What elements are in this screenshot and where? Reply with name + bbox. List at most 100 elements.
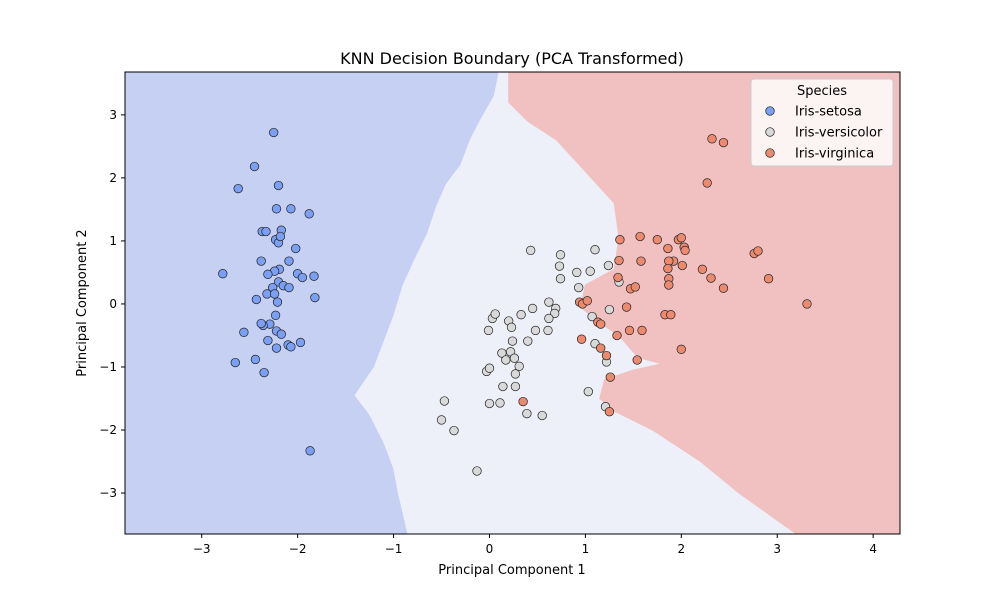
point-iris-versicolor <box>436 415 447 425</box>
point-iris-virginica <box>706 273 716 283</box>
x-axis-label: Principal Component 1 <box>438 563 585 578</box>
point-iris-virginica <box>605 372 615 382</box>
point-iris-virginica <box>635 231 645 242</box>
point-iris-virginica <box>676 233 686 243</box>
point-iris-virginica <box>677 260 687 271</box>
point-iris-versicolor <box>484 398 495 409</box>
point-iris-setosa <box>272 297 283 307</box>
point-iris-setosa <box>297 272 308 283</box>
point-iris-versicolor <box>544 313 554 324</box>
y-tick-label: −3 <box>99 486 117 500</box>
x-tick-label: −3 <box>193 542 211 556</box>
point-iris-virginica <box>763 274 774 284</box>
point-iris-versicolor <box>543 325 553 336</box>
point-iris-virginica <box>576 334 587 344</box>
point-iris-setosa <box>233 183 243 194</box>
point-iris-versicolor <box>514 361 524 371</box>
legend-marker-iris-virginica <box>765 148 775 158</box>
point-iris-versicolor <box>530 325 541 336</box>
chart-title: KNN Decision Boundary (PCA Transformed) <box>340 49 684 68</box>
point-iris-virginica <box>613 272 623 283</box>
point-iris-versicolor <box>523 336 533 346</box>
point-iris-setosa <box>259 367 269 378</box>
point-iris-virginica <box>636 256 646 266</box>
point-iris-versicolor <box>498 381 508 392</box>
point-iris-versicolor <box>527 303 538 314</box>
y-tick-label: 0 <box>109 297 117 311</box>
point-iris-virginica <box>666 310 676 320</box>
point-iris-versicolor <box>554 261 565 271</box>
legend-marker-iris-versicolor <box>765 127 775 137</box>
point-iris-virginica <box>630 282 640 292</box>
point-iris-virginica <box>702 178 712 188</box>
point-iris-virginica <box>663 263 673 274</box>
x-tick-label: 4 <box>869 542 877 556</box>
point-iris-setosa <box>218 269 228 279</box>
point-iris-virginica <box>802 299 812 309</box>
point-iris-setosa <box>275 231 286 242</box>
point-iris-versicolor <box>490 309 500 319</box>
point-iris-versicolor <box>506 322 517 332</box>
point-iris-virginica <box>601 350 612 361</box>
point-iris-setosa <box>256 256 266 266</box>
point-iris-versicolor <box>603 260 614 271</box>
point-iris-setosa <box>271 343 282 353</box>
point-iris-setosa <box>271 204 282 214</box>
point-iris-virginica <box>614 255 624 266</box>
point-iris-versicolor <box>585 266 595 276</box>
point-iris-virginica <box>663 243 673 254</box>
point-iris-setosa <box>239 327 249 337</box>
point-iris-versicolor <box>537 410 547 421</box>
point-iris-virginica <box>718 283 729 293</box>
point-iris-versicolor <box>472 466 482 476</box>
point-iris-versicolor <box>509 353 520 363</box>
point-iris-versicolor <box>495 398 505 408</box>
y-tick-label: 1 <box>109 234 117 248</box>
x-tick-label: 1 <box>582 542 590 556</box>
x-axis-ticks: −3 −2 −1 0 1 2 3 4 <box>193 534 877 556</box>
point-iris-virginica <box>652 235 662 245</box>
point-iris-versicolor <box>439 396 450 406</box>
point-iris-setosa <box>305 446 315 456</box>
point-iris-virginica <box>604 407 615 417</box>
point-iris-versicolor <box>555 274 566 284</box>
x-tick-label: −1 <box>385 542 403 556</box>
point-iris-virginica <box>624 325 635 336</box>
y-tick-label: 2 <box>109 171 117 185</box>
point-iris-virginica <box>680 245 690 256</box>
point-iris-virginica <box>621 302 632 312</box>
point-iris-virginica <box>707 134 717 144</box>
point-iris-virginica <box>596 343 606 353</box>
point-iris-setosa <box>263 269 273 279</box>
legend-label-iris-versicolor: Iris-versicolor <box>795 126 883 141</box>
point-iris-versicolor <box>507 336 518 346</box>
point-iris-virginica <box>718 137 729 148</box>
x-tick-label: 0 <box>486 542 494 556</box>
point-iris-versicolor <box>604 304 615 315</box>
point-iris-virginica <box>676 344 686 354</box>
point-iris-versicolor <box>483 325 494 336</box>
point-iris-virginica <box>596 319 606 329</box>
point-iris-versicolor <box>516 310 526 320</box>
point-iris-versicolor <box>587 311 597 322</box>
point-iris-setosa <box>291 243 301 254</box>
x-tick-label: 2 <box>677 542 685 556</box>
point-iris-versicolor <box>583 386 593 397</box>
legend-box <box>750 78 894 167</box>
point-iris-setosa <box>261 226 271 237</box>
y-tick-label: −1 <box>99 360 117 374</box>
point-iris-virginica <box>632 355 642 365</box>
point-iris-setosa <box>276 329 286 339</box>
point-iris-virginica <box>664 280 674 290</box>
point-iris-setosa <box>230 357 240 368</box>
point-iris-versicolor <box>544 297 554 307</box>
point-iris-versicolor <box>501 355 511 365</box>
point-iris-versicolor <box>526 245 536 256</box>
x-tick-label: −2 <box>289 542 307 556</box>
point-iris-setosa <box>269 289 280 299</box>
point-iris-setosa <box>263 335 273 346</box>
point-iris-virginica <box>612 330 622 341</box>
point-iris-setosa <box>304 209 314 219</box>
point-iris-virginica <box>637 325 647 336</box>
